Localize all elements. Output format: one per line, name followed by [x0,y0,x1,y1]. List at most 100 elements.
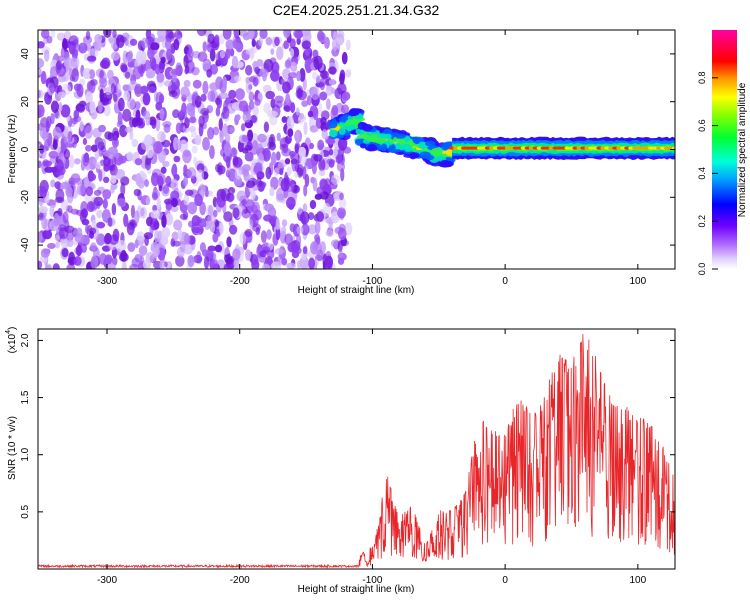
noise-blob [75,244,82,257]
noise-blob [248,91,255,102]
noise-blob [120,64,128,73]
noise-blob [155,246,160,256]
noise-blob [171,231,179,241]
noise-blob [54,196,65,204]
noise-blob [99,77,108,88]
noise-blob [61,248,69,258]
colorbar-tick-label: 0.0 [697,263,707,276]
noise-blob [338,250,344,259]
noise-blob [81,208,89,219]
signal-blob [330,130,337,138]
noise-blob [108,165,115,172]
noise-blob [275,151,281,161]
noise-blob [218,118,223,131]
noise-blob [318,102,323,117]
signal-blob [419,151,432,159]
noise-blob [97,99,103,113]
noise-blob [183,243,193,255]
noise-blob [307,110,314,118]
noise-blob [81,218,90,226]
noise-blob [144,134,153,146]
noise-blob [254,98,261,106]
signal-blob [399,139,406,146]
noise-blob [196,30,207,37]
noise-blob [232,248,241,261]
noise-blob [303,121,308,136]
noise-blob [88,48,99,58]
noise-blob [258,180,263,188]
noise-blob [123,90,131,101]
noise-blob [38,104,45,118]
noise-blob [38,41,45,49]
noise-blob [244,144,252,152]
noise-blob [202,80,209,95]
noise-blob [238,100,249,112]
noise-blob [266,229,272,240]
noise-blob [256,143,263,155]
noise-blob [228,89,237,100]
noise-blob [274,36,280,47]
noise-blob [259,68,269,78]
noise-blob [183,54,189,69]
noise-blob [320,116,327,126]
noise-blob [66,239,74,248]
noise-blob [129,130,134,141]
noise-blob [214,34,220,44]
noise-blob [118,155,127,164]
signal-blob [380,143,388,152]
noise-blob [90,78,98,86]
noise-blob [290,158,298,165]
noise-blob [328,66,337,75]
noise-blob [229,147,238,158]
noise-blob [222,106,230,120]
y-tick-label: 40 [20,48,31,60]
noise-blob [79,121,84,132]
x-tick-label: -100 [362,276,382,287]
noise-blob [299,68,306,82]
noise-blob [222,76,228,88]
noise-blob [90,144,99,152]
noise-blob [167,31,176,39]
noise-blob [265,36,273,46]
noise-blob [84,125,93,139]
noise-blob [235,114,241,121]
noise-blob [199,201,206,216]
noise-blob [131,138,139,148]
noise-blob [122,108,132,122]
noise-blob [302,30,311,37]
noise-blob [297,90,307,101]
noise-blob [156,197,161,210]
signal-blob [345,119,354,125]
noise-blob [330,174,340,185]
noise-blob [103,176,110,184]
noise-blob [110,83,116,95]
noise-blob [88,173,97,181]
noise-blob [225,48,231,60]
noise-blob [85,30,91,40]
noise-blob [171,68,181,76]
noise-blob [57,91,66,99]
noise-blob [295,247,302,254]
noise-blob [161,227,171,239]
noise-blob [50,100,59,113]
noise-blob [97,141,105,151]
noise-blob [76,83,84,98]
noise-blob [309,199,317,210]
noise-blob [152,204,158,212]
noise-blob [126,97,136,110]
noise-blob [252,140,259,150]
noise-blob [318,169,326,177]
noise-blob [149,223,154,236]
noise-blob [172,240,182,247]
noise-blob [247,30,255,39]
noise-blob [206,204,215,218]
noise-blob [43,49,50,62]
snr-panel: -300 -200 -100 0 100 0.5 1.0 1.5 2.0 Height of … [5,327,676,595]
noise-blob [188,116,197,124]
noise-blob [56,60,63,71]
noise-blob [269,186,275,197]
noise-blob [180,86,190,98]
noise-blob [284,233,293,246]
noise-blob [76,183,86,196]
